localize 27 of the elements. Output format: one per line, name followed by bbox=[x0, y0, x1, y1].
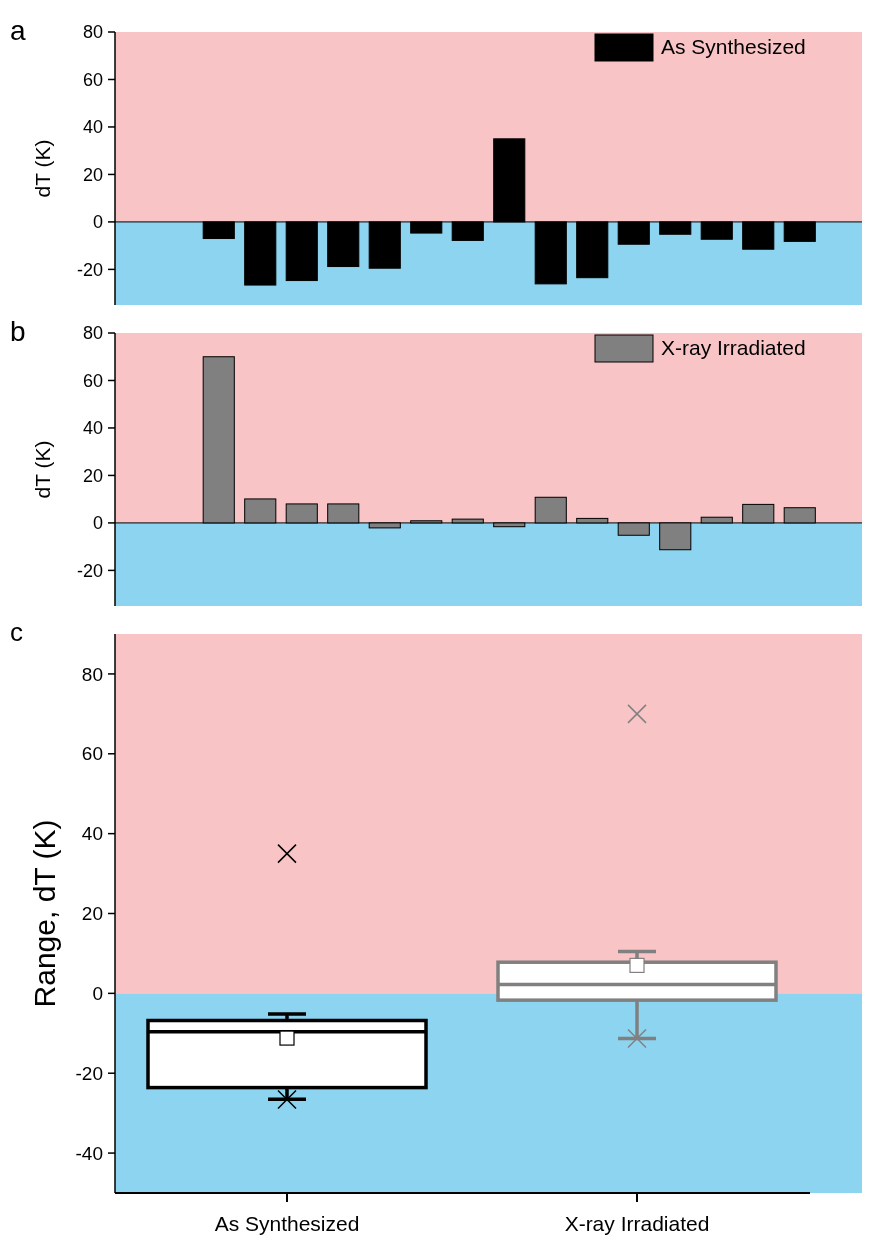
y-tick-label: -40 bbox=[75, 1142, 103, 1164]
legend-label: X-ray Irradiated bbox=[661, 336, 806, 360]
legend-label: As Synthesized bbox=[661, 35, 806, 59]
y-axis-title: dT (K) bbox=[31, 440, 54, 499]
y-tick-label: -20 bbox=[76, 259, 103, 280]
y-axis-title: Range, dT (K) bbox=[28, 819, 61, 1008]
y-tick-label: 20 bbox=[81, 903, 103, 925]
y-tick-label: 0 bbox=[92, 983, 103, 1005]
y-tick-label: 40 bbox=[82, 117, 103, 138]
y-tick-label: 40 bbox=[81, 823, 103, 845]
y-tick-label: -20 bbox=[76, 560, 103, 581]
y-tick-label: 0 bbox=[92, 513, 103, 534]
y-axis-title: dT (K) bbox=[31, 139, 54, 198]
y-tick-label: 80 bbox=[82, 22, 103, 43]
chart-title: a bbox=[10, 14, 26, 46]
y-tick-label: -20 bbox=[75, 1062, 103, 1084]
chart-title: b bbox=[10, 315, 26, 347]
y-tick-label: 20 bbox=[82, 164, 103, 185]
y-tick-label: 0 bbox=[92, 212, 103, 233]
y-tick-label: 60 bbox=[82, 370, 103, 391]
y-tick-label: 60 bbox=[81, 743, 103, 765]
y-tick-label: 80 bbox=[81, 663, 103, 685]
y-tick-label: 60 bbox=[82, 69, 103, 90]
chart-title: c bbox=[10, 617, 23, 648]
y-tick-label: 80 bbox=[82, 323, 103, 344]
y-tick-label: 20 bbox=[82, 465, 103, 486]
y-tick-label: 40 bbox=[82, 418, 103, 439]
